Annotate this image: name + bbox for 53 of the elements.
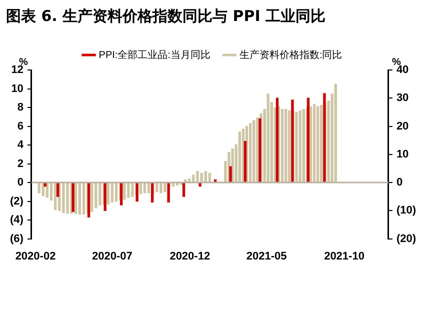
x-tick-label: 2020-12: [170, 250, 210, 262]
bar: [38, 182, 40, 194]
bar: [192, 174, 195, 182]
y2-tick-label: (10): [396, 204, 416, 217]
bar: [238, 132, 241, 182]
bar: [94, 182, 98, 208]
bar: [98, 182, 102, 206]
y2-tick-label: 20: [396, 120, 409, 132]
bar: [82, 182, 86, 215]
y-tick-label: 0: [17, 176, 24, 189]
y-tick-label: 12: [11, 64, 24, 76]
y2-tick-label: 0: [396, 176, 403, 189]
y-tick-label: 8: [17, 102, 24, 114]
bar: [204, 170, 207, 182]
bar: [316, 106, 320, 182]
bar: [334, 84, 337, 182]
y-tick-label: 6: [17, 120, 24, 132]
bar: [231, 148, 234, 182]
chart-title: 图表 6. 生产资料价格指数同比与 PPI 工业同比: [6, 6, 326, 25]
y-tick-label: 10: [11, 82, 24, 95]
bar: [62, 182, 65, 213]
bar: [252, 120, 256, 182]
bar: [248, 123, 252, 182]
y2-tick-label: (20): [396, 232, 416, 245]
bar: [167, 182, 170, 203]
y-tick-label: (2): [10, 195, 24, 208]
bar: [66, 182, 69, 214]
bar: [78, 182, 82, 215]
bar: [196, 170, 199, 182]
x-tick-label: 2020-02: [15, 250, 56, 262]
y2-tick-label: 10: [396, 148, 409, 160]
x-tick-label: 2021-10: [324, 250, 364, 262]
y2-tick-label: 30: [396, 92, 409, 104]
legend-label: 生产资料价格指数:同比: [239, 48, 342, 61]
bar: [160, 182, 162, 194]
bar: [312, 104, 316, 182]
y-tick-label: 2: [17, 158, 24, 170]
bar: [302, 109, 305, 182]
bar: [280, 109, 284, 182]
bar: [131, 182, 134, 197]
y-tick-label: (4): [10, 214, 24, 226]
bar: [284, 109, 288, 182]
legend-label: PPI:全部工业品:当月同比: [98, 48, 210, 61]
bar: [298, 110, 302, 182]
y-tick-label: 4: [17, 139, 24, 152]
y2-tick-label: 40: [396, 64, 409, 76]
y-tick-label: (6): [10, 232, 24, 245]
x-tick-label: 2021-05: [246, 250, 287, 262]
bar: [208, 172, 212, 182]
bar: [110, 182, 114, 203]
bar: [127, 182, 130, 198]
x-tick-label: 2020-07: [92, 250, 132, 262]
bar: [266, 94, 270, 182]
